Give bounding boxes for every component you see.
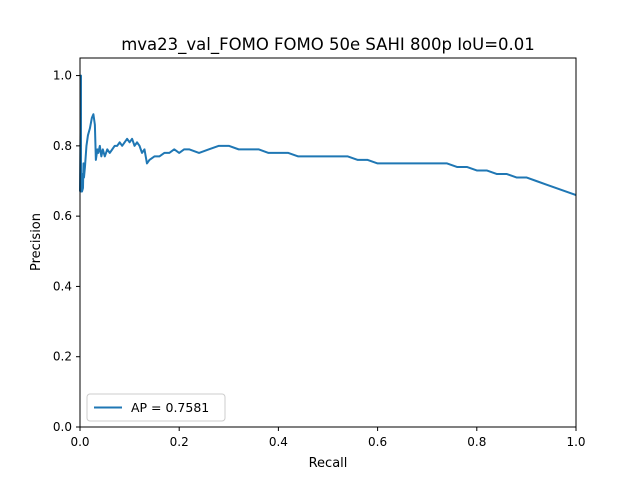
y-tick-label-3: 0.6 xyxy=(53,209,72,223)
axes-layer: 0.0 0.2 0.4 0.6 0.8 1.0 0.0 0.2 0.4 0.6 0.8 1.0 xyxy=(53,57,586,449)
x-tick-label-1: 0.2 xyxy=(170,435,189,449)
y-tick-label-0: 0.0 xyxy=(53,420,72,434)
x-tick-label-5: 1.0 xyxy=(566,435,585,449)
legend-frame xyxy=(86,393,226,422)
y-axis-label: Precision xyxy=(29,213,44,271)
plot-frame xyxy=(79,57,577,428)
series-layer xyxy=(79,74,577,197)
legend-entry-label: AP = 0.7581 xyxy=(131,400,209,415)
legend: AP = 0.7581 xyxy=(86,393,226,422)
y-tick-label-1: 0.2 xyxy=(53,350,72,364)
y-tick-label-2: 0.4 xyxy=(53,279,72,293)
x-axis-label: Recall xyxy=(309,456,348,471)
y-tick-label-4: 0.8 xyxy=(53,139,72,153)
x-tick-label-4: 0.8 xyxy=(467,435,486,449)
y-tick-label-5: 1.0 xyxy=(53,69,72,83)
chart-title: mva23_val_FOMO FOMO 50e SAHI 800p IoU=0.… xyxy=(121,35,535,55)
x-tick-label-2: 0.4 xyxy=(269,435,288,449)
x-tick-label-3: 0.6 xyxy=(368,435,387,449)
x-tick-label-0: 0.0 xyxy=(70,435,89,449)
series-line-0 xyxy=(79,74,577,197)
